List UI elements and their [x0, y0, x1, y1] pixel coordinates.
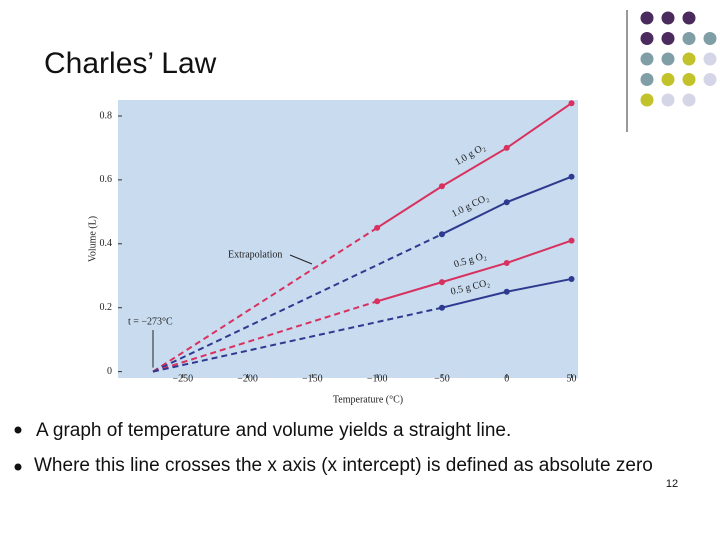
y-tick-label: 0.4: [100, 238, 113, 249]
data-point: [568, 100, 575, 107]
bullet-dot: [14, 463, 22, 471]
decor-dot: [661, 52, 675, 66]
y-tick-label: 0.8: [100, 110, 113, 121]
data-point: [503, 288, 510, 295]
decor-dot: [640, 32, 654, 45]
decor-dot: [682, 52, 696, 66]
y-tick-label: 0: [107, 366, 112, 377]
decor-dot: [640, 11, 654, 25]
decor-dot: [682, 73, 696, 86]
decor-dot: [661, 73, 675, 86]
x-tick-label: 50: [567, 373, 577, 384]
page-number: 12: [666, 478, 678, 490]
x-tick-label: −250: [172, 373, 193, 384]
plot-background: [118, 100, 578, 378]
decor-dot: [703, 32, 717, 45]
data-point: [438, 183, 445, 190]
data-point: [568, 237, 575, 244]
decoration: [626, 10, 717, 132]
bullet-dot: [14, 426, 22, 434]
decor-dot: [640, 73, 654, 86]
decor-dot: [703, 73, 717, 86]
data-point: [503, 199, 510, 206]
data-point: [568, 275, 575, 282]
data-point: [374, 224, 381, 231]
annotation: Extrapolation: [228, 249, 282, 260]
annotation-pointer: [289, 254, 313, 265]
decor-dot: [661, 11, 675, 25]
data-point: [438, 304, 445, 311]
data-point: [503, 144, 510, 151]
data-point: [568, 173, 575, 180]
extrapolated-line: [152, 300, 378, 373]
y-axis-label: Volume (L): [87, 216, 98, 262]
data-point: [503, 259, 510, 266]
decor-dot: [640, 93, 654, 107]
slide-title: Charles’ Law: [44, 47, 217, 80]
y-tick-label: 0.6: [100, 174, 113, 185]
extrapolated-line: [152, 226, 378, 373]
bullet-text: Where this line crosses the x axis (x in…: [34, 456, 653, 476]
data-point: [438, 231, 445, 238]
decor-dot: [661, 93, 675, 107]
series-line: [376, 239, 572, 303]
data-point: [374, 298, 381, 305]
bullet-text: A graph of temperature and volume yields…: [36, 420, 511, 441]
x-tick-label: −50: [434, 373, 450, 384]
extrapolated-line: [152, 233, 443, 373]
x-axis-label: Temperature (°C): [333, 394, 403, 405]
x-tick-label: 0: [504, 373, 509, 384]
chart: −250 −200 −150 −100 −50 0 50 0 0.2 0.4 0.6 0.8 Tempe…: [87, 100, 578, 405]
decor-dot: [661, 32, 675, 45]
y-tick-label: 0.2: [100, 302, 113, 313]
decor-dot: [703, 52, 717, 66]
series-line: [376, 102, 573, 229]
decor-dot: [640, 52, 654, 66]
data-point: [438, 279, 445, 286]
annotation: t = −273°C: [128, 316, 173, 327]
bullet-wrap: Where this line crosses the x axis (x in…: [34, 456, 653, 476]
x-tick-label: −150: [302, 373, 323, 384]
decor-dot: [682, 11, 696, 25]
decor-dot: [682, 93, 696, 107]
x-tick-label: −100: [367, 373, 388, 384]
decor-dot: [682, 32, 696, 45]
x-tick-label: −200: [237, 373, 258, 384]
